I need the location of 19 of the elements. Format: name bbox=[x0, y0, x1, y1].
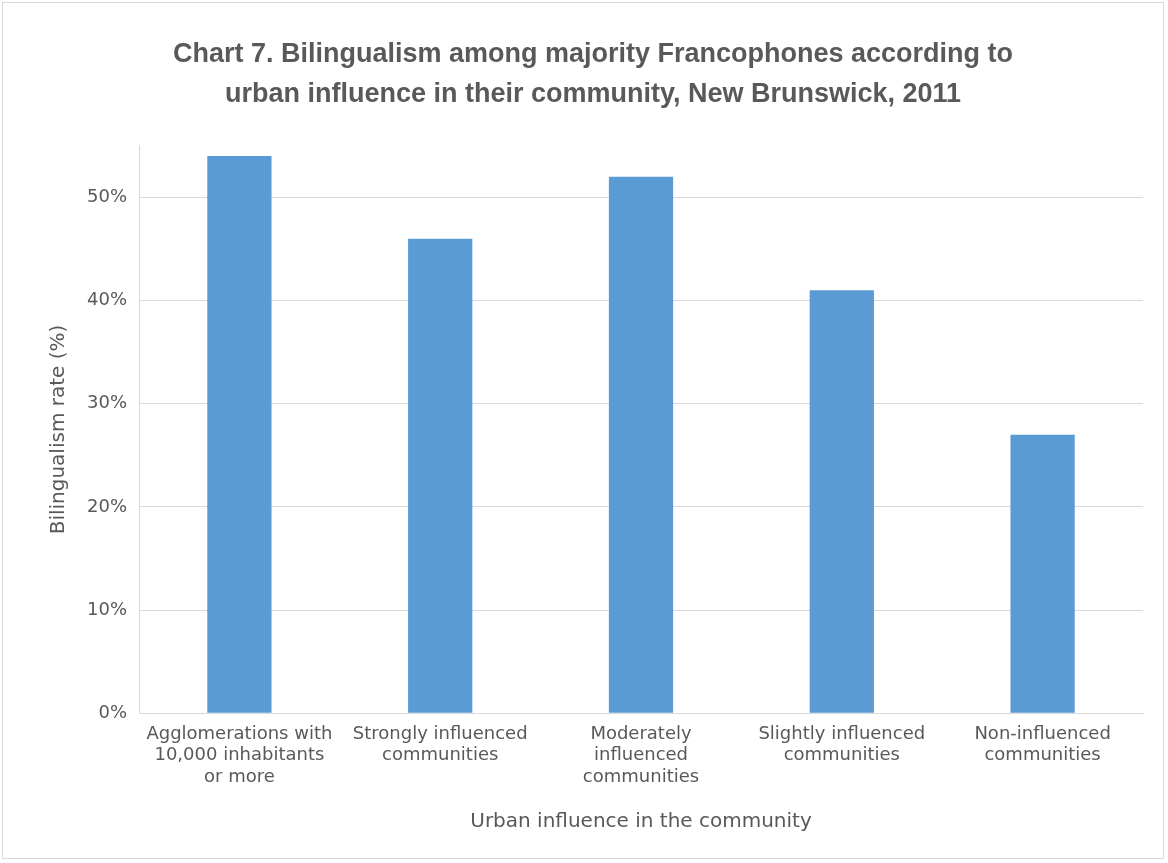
x-tick-label: Strongly influenced communities bbox=[352, 721, 528, 765]
x-tick-label: Moderately influenced communities bbox=[582, 721, 700, 786]
bar bbox=[809, 290, 874, 713]
bar bbox=[207, 156, 272, 713]
y-axis-title: Bilingualism rate (%) bbox=[45, 324, 70, 535]
y-tick-label: 30% bbox=[86, 391, 128, 413]
bar bbox=[608, 176, 674, 713]
y-tick-label: 0% bbox=[98, 700, 128, 722]
bar bbox=[408, 238, 473, 713]
x-axis-title: Urban influence in the community bbox=[470, 808, 812, 833]
chart-title: Chart 7. Bilingualism among majority Francophones according to urban influence in their community, New Brunswick, 2011 bbox=[171, 37, 1015, 110]
bar bbox=[1010, 434, 1075, 713]
x-tick-label: Slightly influenced communities bbox=[758, 721, 926, 765]
y-tick-label: 20% bbox=[86, 494, 128, 516]
y-tick-label: 50% bbox=[86, 185, 128, 207]
x-tick-label: Agglomerations with 10,000 inhabitants or more bbox=[146, 721, 333, 786]
y-tick-label: 40% bbox=[86, 288, 128, 310]
x-tick-label: Non-influenced communities bbox=[974, 721, 1111, 765]
y-tick-label: 10% bbox=[86, 597, 128, 619]
